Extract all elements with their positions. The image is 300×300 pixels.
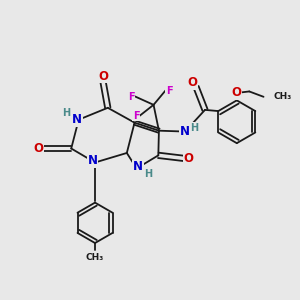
Text: H: H [144,169,152,179]
Text: N: N [133,160,143,173]
Text: O: O [232,86,242,99]
Text: N: N [88,154,98,167]
Text: N: N [72,113,82,126]
Text: O: O [98,70,108,83]
Text: H: H [190,123,198,133]
Text: F: F [133,111,139,121]
Text: O: O [188,76,197,89]
Text: O: O [33,142,43,155]
Text: H: H [62,108,70,118]
Text: F: F [128,92,135,101]
Text: CH₃: CH₃ [86,254,104,262]
Text: F: F [166,85,172,96]
Text: CH₃: CH₃ [273,92,291,101]
Text: O: O [184,152,194,165]
Text: N: N [180,125,190,138]
